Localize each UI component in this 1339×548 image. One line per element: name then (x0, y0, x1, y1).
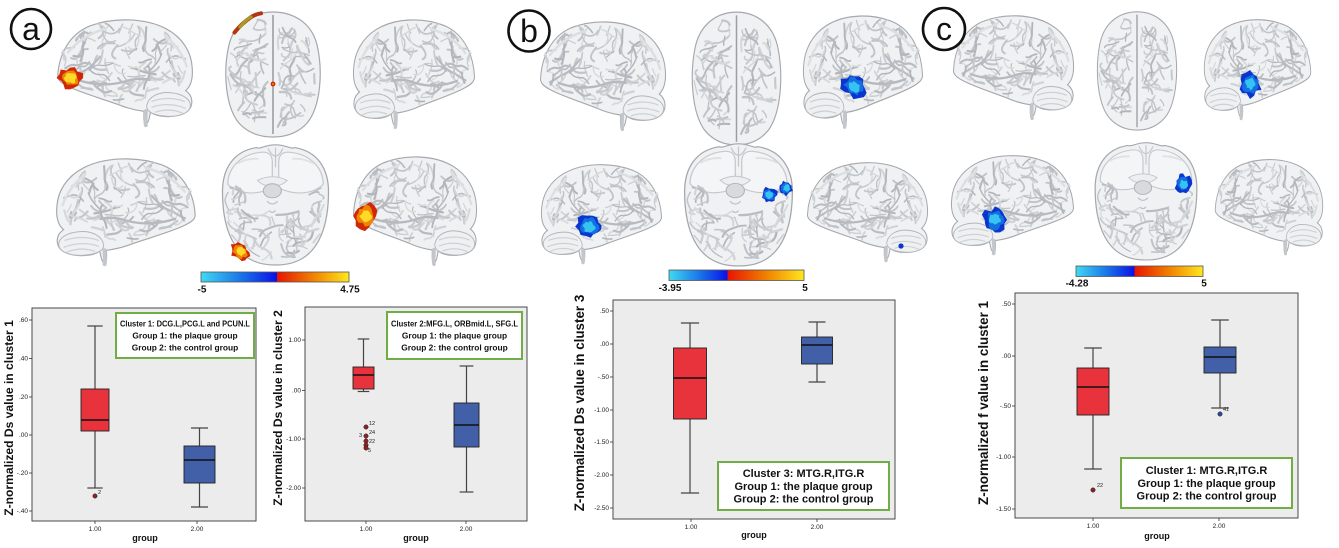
svg-text:.00: .00 (1002, 353, 1011, 360)
svg-text:Z-normalized Ds value in clust: Z-normalized Ds value in cluster 1 (2, 320, 16, 516)
svg-text:.40: .40 (19, 356, 28, 363)
svg-text:c: c (936, 11, 952, 47)
svg-text:-3.95: -3.95 (659, 283, 682, 294)
svg-text:2.00: 2.00 (1213, 523, 1226, 530)
svg-text:1.00: 1.00 (1087, 523, 1100, 530)
svg-text:-4.28: -4.28 (1066, 279, 1089, 290)
svg-text:Group 1: the plaque group: Group 1: the plaque group (1137, 478, 1275, 490)
svg-text:Cluster 2:MFG.L, ORBmid.L, SFG: Cluster 2:MFG.L, ORBmid.L, SFG.L (391, 318, 518, 328)
svg-text:Z-normalized Ds value in clust: Z-normalized Ds value in cluster 3 (572, 295, 587, 512)
svg-text:a: a (22, 11, 40, 47)
svg-text:.50: .50 (1002, 301, 1011, 308)
svg-text:22: 22 (369, 439, 375, 445)
svg-text:.50: .50 (600, 308, 609, 315)
svg-text:-1.50: -1.50 (594, 439, 609, 446)
svg-text:-1.00: -1.00 (996, 454, 1011, 461)
svg-text:22: 22 (1097, 483, 1103, 489)
svg-text:Z-normalized f value in cluste: Z-normalized f value in cluster 1 (976, 301, 991, 505)
svg-text:-2.00: -2.00 (286, 485, 301, 492)
svg-text:2.00: 2.00 (191, 526, 204, 533)
svg-text:Group 1: the plaque group: Group 1: the plaque group (402, 330, 507, 340)
svg-text:-1.50: -1.50 (996, 506, 1011, 513)
svg-text:-.50: -.50 (1000, 403, 1012, 410)
svg-text:-1.00: -1.00 (594, 407, 609, 414)
svg-text:Cluster 1: MTG.R,ITG.R: Cluster 1: MTG.R,ITG.R (1146, 465, 1268, 477)
svg-text:2: 2 (98, 490, 101, 496)
svg-text:.00: .00 (19, 432, 28, 439)
svg-text:Z-normalized Ds value in clust: Z-normalized Ds value in cluster 2 (271, 310, 285, 506)
svg-text:24: 24 (369, 430, 375, 436)
svg-text:group: group (1144, 531, 1170, 541)
svg-text:Cluster 3: MTG.R,ITG.R: Cluster 3: MTG.R,ITG.R (743, 468, 865, 480)
svg-text:1.00: 1.00 (360, 526, 373, 533)
svg-text:Group 2: the control group: Group 2: the control group (734, 494, 874, 506)
svg-text:5: 5 (368, 448, 371, 454)
svg-text:group: group (741, 530, 767, 540)
svg-text:5: 5 (1201, 279, 1207, 290)
svg-text:group: group (403, 533, 429, 543)
svg-text:-1.00: -1.00 (286, 436, 301, 443)
svg-text:b: b (520, 13, 538, 49)
svg-text:Group 2: the control group: Group 2: the control group (132, 342, 239, 352)
svg-text:.60: .60 (19, 317, 28, 324)
svg-text:5: 5 (802, 283, 808, 294)
svg-text:Group 1: the plaque group: Group 1: the plaque group (734, 481, 872, 493)
svg-text:-2.00: -2.00 (594, 472, 609, 479)
svg-text:-.40: -.40 (17, 508, 29, 515)
svg-text:1.00: 1.00 (89, 526, 102, 533)
svg-text:-.20: -.20 (17, 470, 29, 477)
svg-text:2.00: 2.00 (811, 524, 824, 531)
svg-text:2.00: 2.00 (460, 526, 473, 533)
svg-text:-5: -5 (198, 285, 207, 296)
svg-text:Cluster 1: DCG.L,PCG.L and PC: Cluster 1: DCG.L,PCG.L and PCUN.L (120, 318, 250, 328)
svg-text:4.75: 4.75 (340, 285, 360, 296)
svg-text:-.50: -.50 (598, 374, 610, 381)
svg-text:12: 12 (369, 421, 375, 427)
svg-text:.00: .00 (600, 341, 609, 348)
svg-text:Group 2: the control group: Group 2: the control group (1137, 491, 1277, 503)
svg-text:Group 2: the control group: Group 2: the control group (401, 342, 508, 352)
svg-text:1.00: 1.00 (685, 524, 698, 531)
svg-text:1.00: 1.00 (288, 337, 301, 344)
svg-text:3: 3 (359, 433, 362, 439)
svg-text:Group 1: the plaque group: Group 1: the plaque group (132, 330, 237, 340)
svg-text:41: 41 (1223, 407, 1229, 413)
svg-text:.20: .20 (19, 394, 28, 401)
svg-text:group: group (132, 533, 158, 543)
svg-text:-2.50: -2.50 (594, 505, 609, 512)
svg-text:.00: .00 (292, 388, 301, 395)
